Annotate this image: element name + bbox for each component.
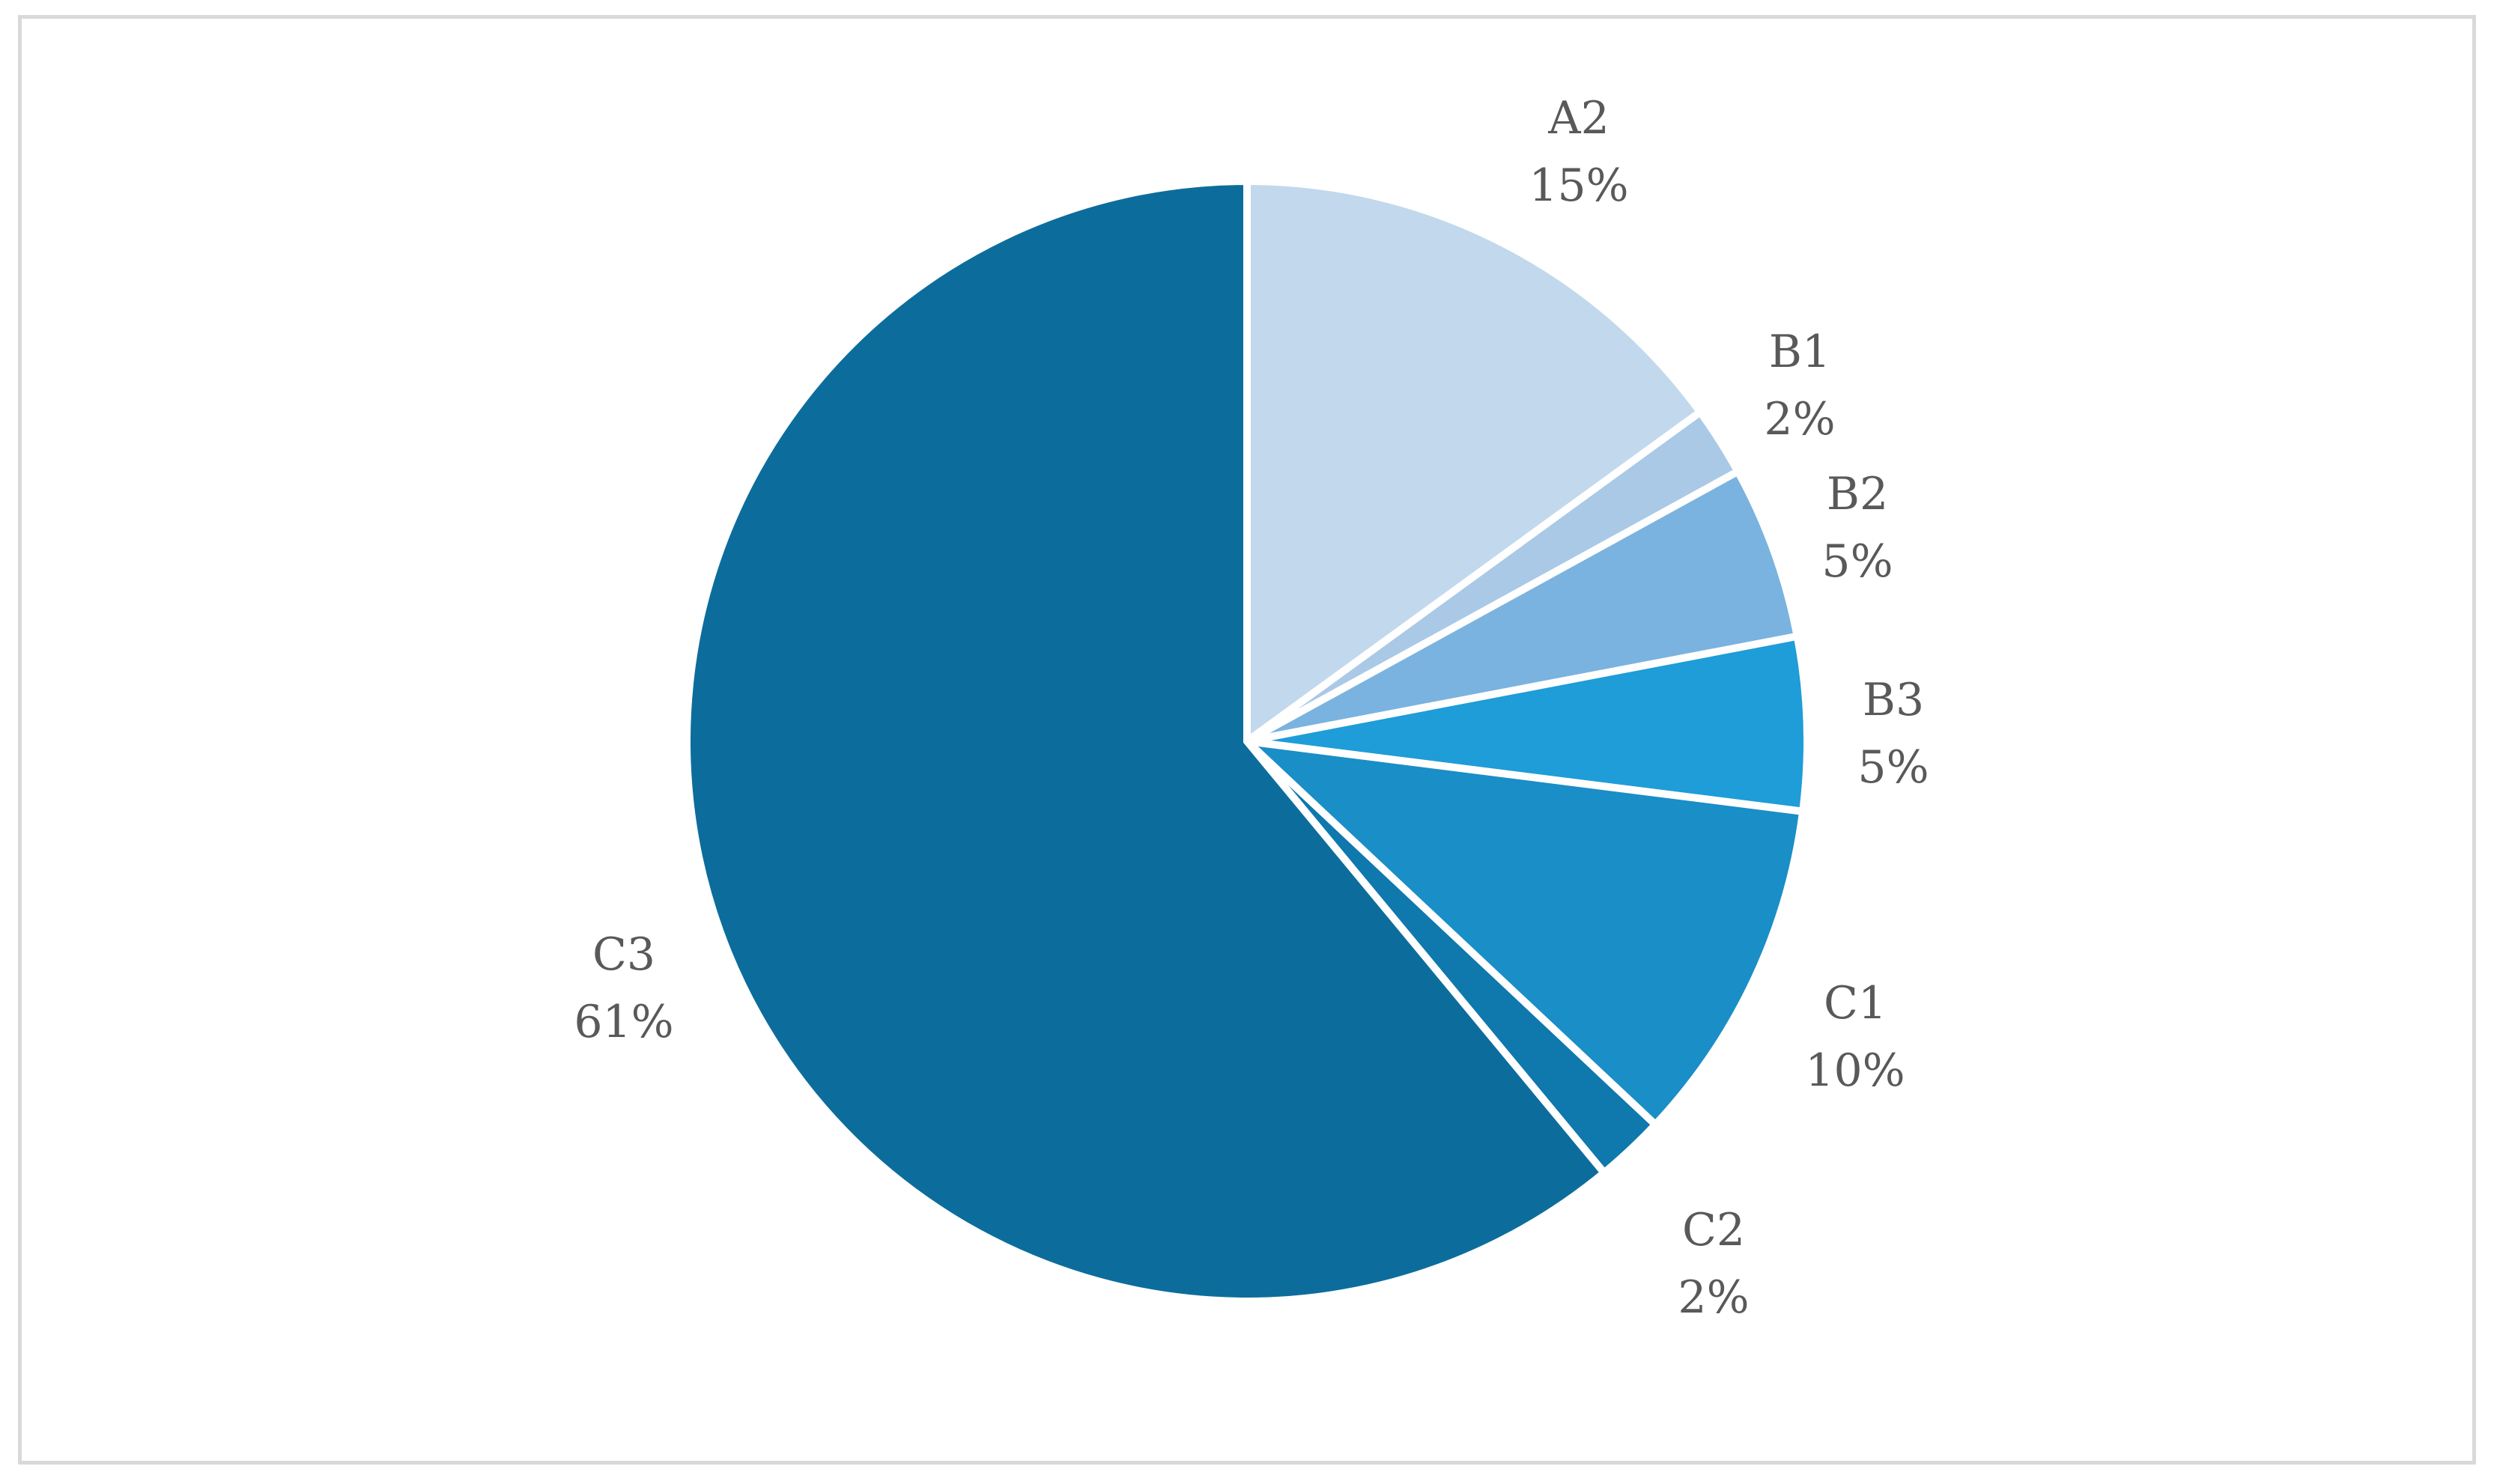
pie-slice-b2: [1245, 466, 1802, 745]
pie-slice-b3: [1246, 631, 1811, 816]
slice-percent-label-c1: 10%: [1805, 1044, 1905, 1097]
slice-percent-label-b3: 5%: [1857, 741, 1929, 794]
slice-category-label-c1: C1: [1824, 977, 1887, 1030]
slice-category-label-b3: B3: [1863, 674, 1924, 726]
slice-category-label-c3: C3: [592, 928, 655, 981]
slice-category-label-b1: B1: [1769, 326, 1830, 378]
slice-category-label-b2: B2: [1827, 468, 1888, 520]
slice-percent-label-b1: 2%: [1764, 393, 1835, 445]
slice-percent-label-a2: 15%: [1529, 159, 1628, 212]
slice-category-label-c2: C2: [1682, 1204, 1745, 1256]
slice-percent-label-c3: 61%: [574, 996, 673, 1048]
pie-slice-c3: [683, 177, 1609, 1305]
pie-slice-a2: [1243, 177, 1706, 749]
slice-percent-label-b2: 5%: [1821, 535, 1893, 588]
pie-slices: [683, 177, 1811, 1305]
pie-labels: A2 15% B1 2% B2 5% B3 5% C1 10% C2 2% C3 61%: [574, 92, 1929, 1324]
pie-slice-c1: [1236, 736, 1807, 1131]
slice-percent-label-c2: 2%: [1678, 1271, 1749, 1324]
slice-category-label-a2: A2: [1547, 92, 1609, 145]
